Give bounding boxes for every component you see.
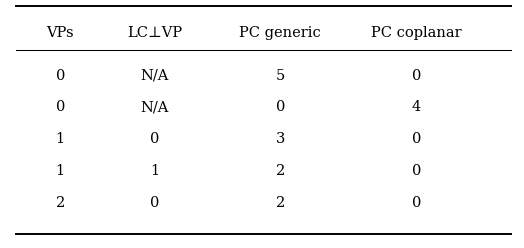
Text: 0: 0 [412,164,421,178]
Text: 1: 1 [56,164,65,178]
Text: 1: 1 [56,132,65,146]
Text: 0: 0 [412,132,421,146]
Text: 2: 2 [276,196,285,210]
Text: 4: 4 [412,100,421,114]
Text: VPs: VPs [47,27,74,40]
Text: PC generic: PC generic [239,27,321,40]
Text: 0: 0 [276,100,285,114]
Text: N/A: N/A [140,69,169,83]
Text: 3: 3 [276,132,285,146]
Text: 0: 0 [412,69,421,83]
Text: 0: 0 [56,69,65,83]
Text: LC⊥VP: LC⊥VP [127,27,182,40]
Text: 0: 0 [150,132,159,146]
Text: 0: 0 [56,100,65,114]
Text: 2: 2 [56,196,65,210]
Text: N/A: N/A [140,100,169,114]
Text: 5: 5 [276,69,285,83]
Text: 0: 0 [412,196,421,210]
Text: PC coplanar: PC coplanar [372,27,462,40]
Text: 0: 0 [150,196,159,210]
Text: 2: 2 [276,164,285,178]
Text: 1: 1 [150,164,159,178]
